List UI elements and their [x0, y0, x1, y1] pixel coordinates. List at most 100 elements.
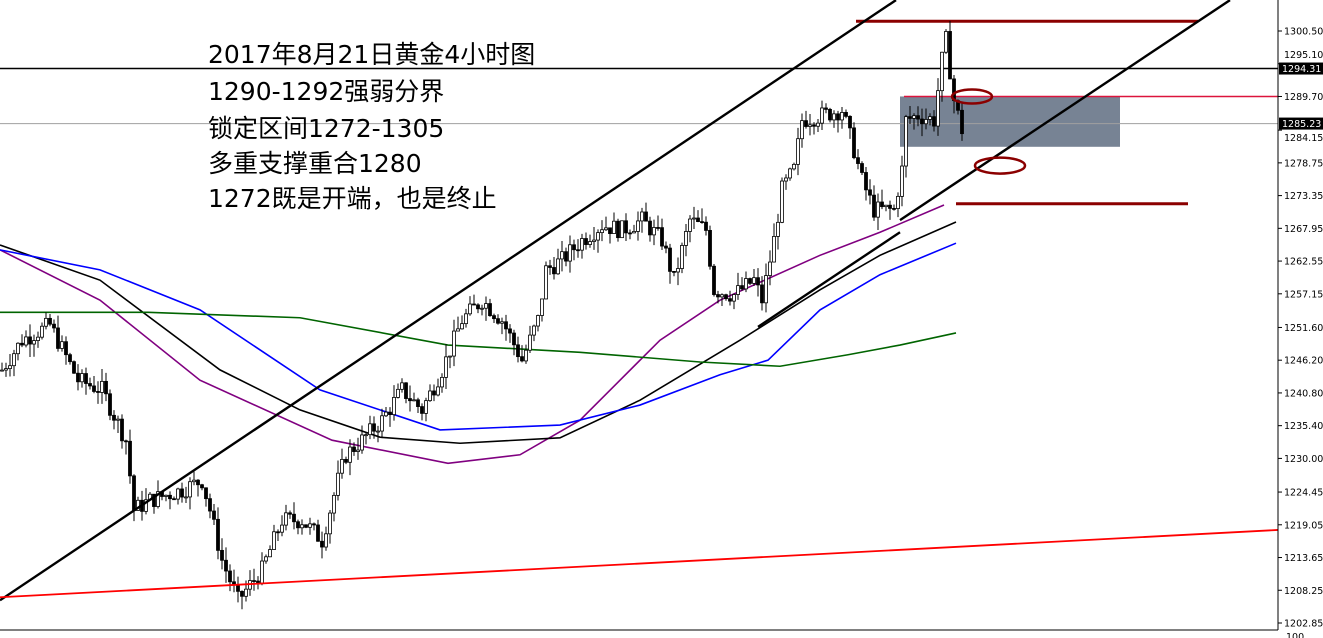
- candle-body: [868, 189, 872, 196]
- y-tick-label: 1251.60: [1284, 323, 1323, 334]
- candle-body: [608, 227, 612, 235]
- candle-body: [340, 458, 344, 474]
- candle-body: [312, 523, 316, 526]
- candle-body: [808, 124, 812, 127]
- candle-body: [264, 556, 268, 562]
- candle-body: [696, 217, 700, 223]
- candle-body: [292, 513, 296, 523]
- candle-body: [664, 245, 668, 249]
- candle-body: [736, 285, 740, 295]
- candle-body: [44, 317, 48, 327]
- candle-body: [188, 481, 192, 498]
- candle-body: [60, 341, 64, 349]
- candle-body: [512, 332, 516, 346]
- candle-body: [496, 318, 500, 324]
- candle-body: [36, 336, 40, 341]
- candle-body: [228, 570, 232, 583]
- candle-body: [124, 440, 128, 443]
- candle-body: [420, 406, 424, 414]
- candle-body: [20, 342, 24, 346]
- candle-body: [476, 304, 480, 310]
- y-tick-label: 1257.15: [1284, 289, 1323, 300]
- candle-body: [360, 434, 364, 451]
- candle-body: [592, 239, 596, 242]
- candle-body: [724, 294, 728, 300]
- candle-body: [376, 430, 380, 433]
- candle-body: [132, 475, 136, 511]
- candle-body: [300, 524, 304, 529]
- candle-body: [260, 560, 264, 584]
- candle-body: [288, 512, 292, 515]
- candle-body: [388, 411, 392, 416]
- trendline: [0, 0, 897, 602]
- candle-body: [884, 204, 888, 208]
- candle-body: [712, 265, 716, 295]
- candle-body: [932, 116, 936, 127]
- candle-body: [184, 496, 188, 499]
- candle-body: [880, 201, 884, 208]
- candle-body: [244, 588, 248, 597]
- candle-body: [960, 109, 964, 135]
- candle-body: [828, 108, 832, 121]
- candle-body: [856, 157, 860, 164]
- candle-body: [544, 265, 548, 300]
- highlight-ellipse: [950, 88, 994, 105]
- candle-body: [236, 584, 240, 592]
- candle-body: [692, 217, 696, 220]
- candle-body: [888, 204, 892, 209]
- candle-body: [636, 220, 640, 232]
- candle-body: [24, 336, 28, 346]
- candle-body: [404, 382, 408, 399]
- candle-body: [200, 484, 204, 489]
- candle-body: [844, 112, 848, 117]
- candle-body: [208, 498, 212, 512]
- candle-body: [772, 236, 776, 263]
- y-tick-label: 1224.45: [1284, 488, 1323, 499]
- candle-body: [384, 411, 388, 417]
- candle-body: [412, 399, 416, 402]
- candle-body: [380, 415, 384, 432]
- candle-body: [800, 120, 804, 140]
- candle-body: [456, 328, 460, 332]
- annotation-line: 1272既是开端，也是终止: [208, 184, 497, 213]
- candle-body: [504, 321, 508, 330]
- candle-body: [904, 116, 908, 167]
- candle-body: [320, 540, 324, 548]
- candle-body: [940, 51, 944, 92]
- candle-body: [716, 294, 720, 298]
- candle-body: [820, 107, 824, 124]
- candle-body: [176, 488, 180, 500]
- candle-body: [68, 354, 72, 363]
- candle-body: [500, 321, 504, 324]
- candle-body: [332, 494, 336, 514]
- candle-body: [732, 294, 736, 302]
- candle-body: [16, 342, 20, 355]
- candle-body: [364, 434, 368, 437]
- subwindow-scale-label: 100: [1286, 632, 1304, 638]
- candle-body: [588, 241, 592, 245]
- candle-body: [612, 220, 616, 235]
- candle-body: [392, 397, 396, 416]
- candle-body: [740, 285, 744, 290]
- candle-body: [876, 201, 880, 218]
- candle-body: [100, 380, 104, 393]
- candle-body: [860, 163, 864, 173]
- candle-body: [756, 277, 760, 286]
- price-axis-background: [1278, 0, 1323, 638]
- trendline: [0, 529, 1279, 599]
- candle-body: [356, 449, 360, 452]
- candle-body: [536, 315, 540, 327]
- candle-body: [896, 195, 900, 209]
- candle-body: [48, 317, 52, 325]
- candle-body: [120, 418, 124, 442]
- candle-body: [372, 423, 376, 432]
- current-price-label: 1294.31: [1282, 64, 1321, 75]
- y-tick-label: 1230.00: [1284, 454, 1323, 465]
- candle-body: [764, 275, 768, 304]
- y-tick-label: 1284.15: [1284, 133, 1323, 144]
- candle-body: [108, 393, 112, 416]
- candle-body: [368, 423, 372, 436]
- candle-body: [488, 303, 492, 317]
